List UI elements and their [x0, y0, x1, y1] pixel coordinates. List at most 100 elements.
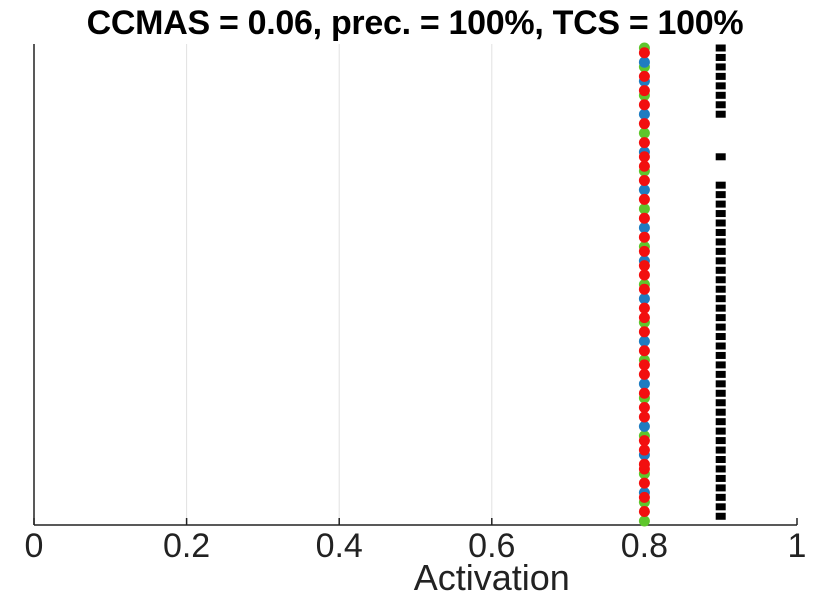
data-point — [715, 266, 726, 274]
data-point — [715, 219, 726, 227]
data-point — [715, 181, 726, 189]
data-point — [638, 378, 650, 390]
data-point — [638, 411, 650, 423]
data-point — [638, 56, 650, 68]
data-point — [638, 212, 650, 224]
data-point — [715, 399, 726, 407]
data-point — [715, 247, 726, 255]
data-point — [715, 361, 726, 369]
data-point — [715, 512, 726, 520]
data-point — [715, 465, 726, 473]
data-point — [715, 110, 726, 118]
data-point — [638, 127, 650, 139]
data-point — [715, 82, 726, 90]
data-point — [715, 63, 726, 71]
data-point — [715, 456, 726, 464]
data-point — [715, 285, 726, 293]
data-point — [715, 238, 726, 246]
data-point — [638, 269, 650, 281]
data-point — [638, 151, 650, 163]
data-point — [715, 370, 726, 378]
data-point — [638, 231, 650, 243]
data-point — [638, 174, 650, 186]
data-point — [715, 446, 726, 454]
axes — [33, 44, 798, 526]
data-point — [638, 387, 650, 399]
data-point — [715, 153, 726, 161]
data-point — [715, 44, 726, 52]
data-point — [715, 437, 726, 445]
data-point — [638, 160, 650, 172]
data-point — [638, 184, 650, 196]
grid-lines — [186, 44, 645, 525]
data-points — [638, 42, 726, 527]
data-point — [715, 351, 726, 359]
data-point — [715, 295, 726, 303]
data-point — [638, 420, 650, 432]
data-point — [715, 210, 726, 218]
data-point — [638, 359, 650, 371]
data-point — [638, 345, 650, 357]
data-point — [715, 380, 726, 388]
x-axis-label: Activation — [414, 557, 570, 592]
data-point — [715, 314, 726, 322]
data-point — [715, 228, 726, 236]
data-point — [638, 137, 650, 149]
data-point — [638, 118, 650, 130]
x-tick-label: 0.4 — [316, 527, 363, 565]
data-point — [715, 408, 726, 416]
x-tick-labels: 0 0.2 0.4 0.6 0.8 1 — [25, 527, 807, 565]
data-point — [715, 389, 726, 397]
chart-title: CCMAS = 0.06, prec. = 100%, TCS = 100% — [86, 4, 744, 42]
data-point — [638, 85, 650, 97]
data-point — [715, 304, 726, 312]
data-point — [638, 203, 650, 215]
data-point — [638, 458, 650, 470]
data-point — [715, 257, 726, 265]
data-point — [715, 503, 726, 511]
data-point — [638, 222, 650, 234]
x-tick-label: 0.2 — [163, 527, 210, 565]
data-point — [715, 101, 726, 109]
data-point — [638, 293, 650, 305]
data-point — [638, 515, 650, 527]
data-point — [638, 444, 650, 456]
data-point — [638, 245, 650, 257]
data-point — [715, 427, 726, 435]
data-point — [638, 326, 650, 338]
data-point — [715, 191, 726, 199]
x-tick-label: 0.6 — [468, 527, 515, 565]
data-point — [638, 477, 650, 489]
data-point — [638, 108, 650, 120]
data-point — [638, 506, 650, 518]
data-point — [638, 260, 650, 272]
data-point — [715, 333, 726, 341]
data-point — [638, 193, 650, 205]
data-point — [638, 491, 650, 503]
data-point — [638, 435, 650, 447]
data-point — [715, 418, 726, 426]
data-point — [638, 401, 650, 413]
x-tick-label: 1 — [788, 527, 807, 565]
data-point — [715, 91, 726, 99]
data-point — [638, 283, 650, 295]
data-point — [715, 72, 726, 80]
data-point — [715, 474, 726, 482]
data-point — [715, 276, 726, 284]
data-point — [715, 200, 726, 208]
data-point — [715, 342, 726, 350]
x-tick-label: 0.8 — [621, 527, 668, 565]
data-point — [715, 323, 726, 331]
data-point — [638, 368, 650, 380]
data-point — [638, 99, 650, 111]
x-tick-label: 0 — [25, 527, 44, 565]
data-point — [638, 47, 650, 59]
data-point — [715, 53, 726, 61]
data-point — [638, 312, 650, 324]
data-point — [715, 493, 726, 501]
data-point — [638, 302, 650, 314]
data-point — [715, 484, 726, 492]
data-point — [638, 70, 650, 82]
data-point — [638, 335, 650, 347]
